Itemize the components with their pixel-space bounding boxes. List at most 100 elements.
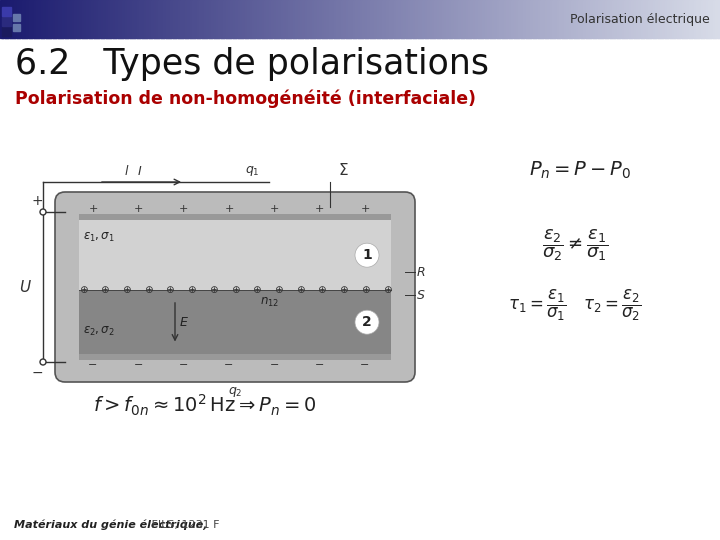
Bar: [583, 0, 587, 38]
Bar: [175, 0, 179, 38]
Bar: [142, 0, 145, 38]
Bar: [576, 0, 580, 38]
Bar: [96, 0, 99, 38]
Bar: [84, 0, 87, 38]
Bar: [238, 0, 241, 38]
Bar: [552, 0, 555, 38]
Bar: [108, 0, 112, 38]
Bar: [329, 0, 332, 38]
Bar: [132, 0, 135, 38]
Bar: [653, 0, 656, 38]
Bar: [79, 291, 391, 354]
Text: ⊕: ⊕: [252, 286, 261, 295]
Bar: [348, 0, 351, 38]
Bar: [531, 0, 534, 38]
Bar: [698, 0, 702, 38]
Bar: [261, 0, 265, 38]
Bar: [194, 0, 198, 38]
Bar: [5, 0, 8, 38]
Bar: [374, 0, 378, 38]
Bar: [499, 0, 503, 38]
Bar: [360, 0, 364, 38]
Bar: [2, 27, 11, 36]
Bar: [72, 0, 76, 38]
Bar: [240, 0, 243, 38]
Bar: [79, 0, 83, 38]
Text: ⊕: ⊕: [187, 286, 196, 295]
Bar: [214, 0, 217, 38]
Bar: [382, 0, 385, 38]
Bar: [581, 0, 584, 38]
Text: −: −: [360, 360, 369, 370]
Bar: [79, 354, 391, 360]
Bar: [470, 0, 474, 38]
Bar: [459, 0, 462, 38]
Bar: [151, 0, 155, 38]
Bar: [605, 0, 608, 38]
Bar: [230, 0, 234, 38]
Text: $q_1$: $q_1$: [245, 164, 259, 178]
Bar: [317, 0, 320, 38]
Bar: [110, 0, 114, 38]
Text: U: U: [19, 280, 30, 294]
Bar: [312, 0, 315, 38]
Bar: [173, 0, 176, 38]
Bar: [454, 0, 457, 38]
Bar: [252, 0, 256, 38]
Bar: [139, 0, 143, 38]
Bar: [571, 0, 575, 38]
Bar: [302, 0, 306, 38]
Bar: [358, 0, 361, 38]
Text: ⊕: ⊕: [166, 286, 174, 295]
Bar: [189, 0, 193, 38]
Bar: [101, 0, 104, 38]
Bar: [545, 0, 548, 38]
Text: Matériaux du génie électrique,: Matériaux du génie électrique,: [14, 519, 207, 530]
Bar: [338, 0, 342, 38]
Bar: [297, 0, 301, 38]
Bar: [50, 0, 54, 38]
Bar: [146, 0, 150, 38]
Bar: [153, 0, 157, 38]
Bar: [120, 0, 123, 38]
Bar: [305, 0, 308, 38]
Bar: [477, 0, 481, 38]
Bar: [686, 0, 690, 38]
Bar: [648, 0, 652, 38]
Bar: [389, 0, 392, 38]
Bar: [209, 0, 212, 38]
Bar: [684, 0, 688, 38]
Text: ⊕: ⊕: [122, 286, 131, 295]
Bar: [468, 0, 472, 38]
Bar: [254, 0, 258, 38]
Bar: [197, 0, 200, 38]
Bar: [343, 0, 346, 38]
Bar: [559, 0, 562, 38]
Bar: [528, 0, 531, 38]
Text: −: −: [134, 360, 143, 370]
Bar: [269, 0, 272, 38]
Bar: [487, 0, 490, 38]
Text: +: +: [315, 204, 324, 214]
Bar: [696, 0, 699, 38]
Bar: [689, 0, 692, 38]
Bar: [588, 0, 591, 38]
Bar: [218, 0, 222, 38]
Bar: [446, 0, 450, 38]
Bar: [283, 0, 287, 38]
Bar: [336, 0, 339, 38]
Text: $\Sigma$: $\Sigma$: [338, 162, 348, 178]
Text: ⊕: ⊕: [100, 286, 109, 295]
FancyBboxPatch shape: [55, 192, 415, 382]
Bar: [574, 0, 577, 38]
Bar: [204, 0, 207, 38]
Bar: [595, 0, 598, 38]
Bar: [413, 0, 416, 38]
Bar: [149, 0, 152, 38]
Bar: [58, 0, 61, 38]
Bar: [557, 0, 560, 38]
Text: ⊕: ⊕: [78, 286, 87, 295]
Bar: [247, 0, 251, 38]
Bar: [286, 0, 289, 38]
Bar: [288, 0, 292, 38]
